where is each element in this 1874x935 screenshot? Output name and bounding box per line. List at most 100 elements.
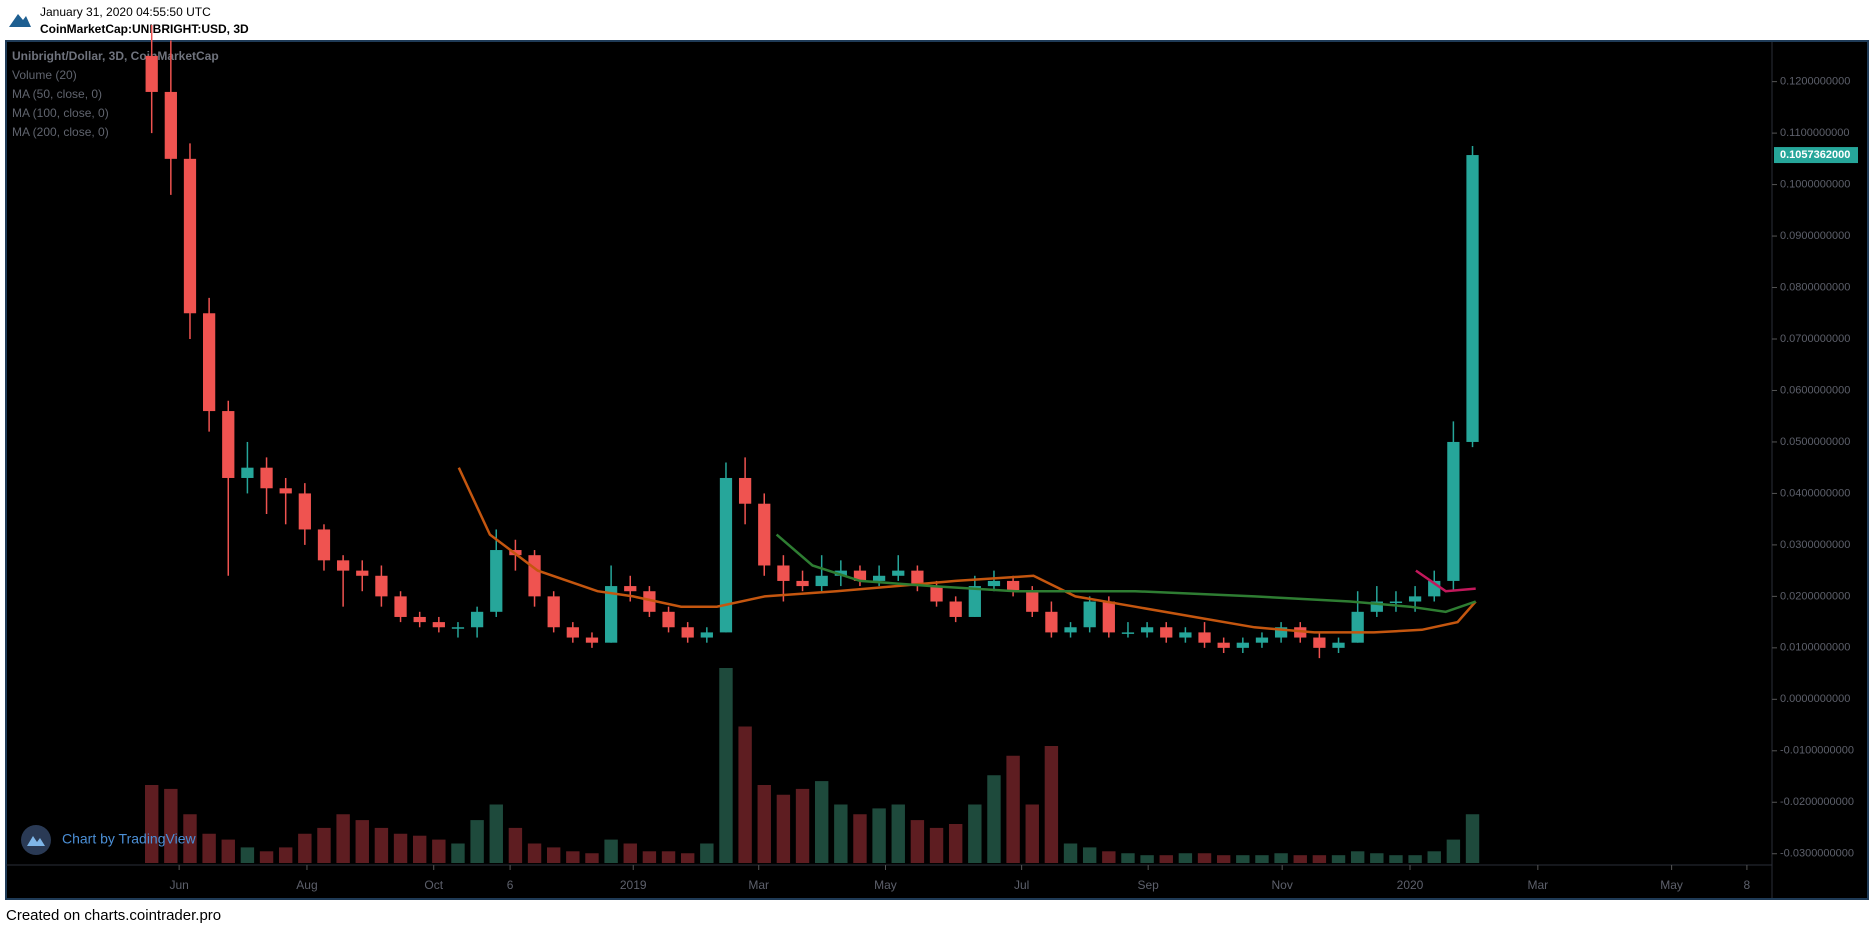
symbol: CoinMarketCap:UNIBRIGHT:USD, 3D (40, 22, 249, 36)
candle-body (1179, 632, 1192, 638)
candle-body (930, 586, 943, 602)
volume-bar (1408, 855, 1422, 863)
candle-body (1370, 601, 1383, 612)
volume-bar (489, 804, 503, 863)
candle-body (375, 575, 388, 597)
volume-bar (929, 827, 944, 863)
moving-average (457, 467, 1477, 634)
volume-bar (1121, 853, 1135, 863)
volume-bar (642, 851, 657, 863)
candle-body (1332, 642, 1345, 648)
candle-body (1274, 627, 1288, 638)
candle-body (1026, 591, 1039, 612)
volume-bar (1102, 851, 1116, 863)
volume-bar (1389, 855, 1403, 863)
candle-body (1083, 601, 1096, 628)
volume-bar (585, 853, 599, 863)
branding-text[interactable]: Chart by TradingView (62, 831, 196, 847)
volume-bar (834, 804, 848, 863)
candle-body (911, 570, 924, 587)
volume-bar (814, 781, 829, 863)
candle-body (624, 586, 637, 592)
candle-body (1351, 611, 1364, 643)
volume-bar (298, 833, 312, 863)
volume-bar (623, 843, 637, 863)
timestamp: January 31, 2020 04:55:50 UTC (40, 5, 211, 19)
volume-bar (987, 775, 1001, 863)
y-tick-label: 0.0100000000 (1780, 642, 1850, 654)
x-tick-label: 2020 (1397, 878, 1424, 892)
candle-body (815, 575, 828, 587)
volume-bar (451, 843, 465, 863)
volume-bar (872, 808, 886, 863)
candle-body (470, 611, 484, 628)
x-tick-label: Mar (748, 878, 769, 892)
volume-bar (604, 839, 618, 863)
candle-body (279, 488, 292, 494)
x-tick-label: 6 (507, 878, 514, 892)
x-tick-label: May (874, 878, 897, 892)
y-tick-label: 0.0200000000 (1780, 590, 1850, 602)
branding (21, 825, 51, 855)
plot: Unibright/Dollar, 3D, CoinMarketCap Volum… (12, 25, 1858, 892)
y-tick-label: 0.0300000000 (1780, 539, 1850, 551)
candle-body (298, 493, 311, 530)
volume-bar (1159, 855, 1173, 863)
footer: Created on charts.cointrader.pro (6, 907, 221, 924)
candle-body (336, 560, 350, 571)
volume-bar (1197, 853, 1212, 863)
volume-bar (336, 814, 350, 863)
volume-bar (1446, 839, 1461, 863)
candle-body (1006, 580, 1020, 592)
candle-body (968, 586, 981, 617)
y-tick-label: 0.0400000000 (1780, 487, 1850, 499)
volume-bar (1063, 843, 1078, 863)
candle-body (585, 637, 599, 643)
volume-bar (719, 668, 733, 863)
volume-bar (661, 851, 676, 863)
candle-body (719, 477, 733, 633)
candle-body (1447, 441, 1460, 581)
volume-bar (948, 824, 963, 863)
candle-body (758, 503, 771, 566)
candle-body (1140, 627, 1154, 633)
x-tick-label: Oct (424, 878, 443, 892)
volume-bar (1025, 804, 1039, 863)
candle-body (183, 158, 197, 314)
y-tick-label: -0.0300000000 (1780, 848, 1854, 860)
volume-bar (164, 788, 178, 863)
candle-body (681, 627, 694, 638)
candle-body (700, 632, 713, 638)
candle-body (490, 550, 503, 612)
x-tick-label: Aug (296, 878, 317, 892)
candle-body (1217, 642, 1230, 648)
volume-bar (1216, 855, 1231, 863)
chart-frame (5, 40, 1869, 900)
candle-body (987, 580, 1001, 587)
volume-bar (1178, 853, 1193, 863)
y-tick-label: 0.1100000000 (1780, 127, 1850, 139)
candle-body (604, 586, 618, 643)
volume-bar (1236, 855, 1250, 863)
candle-body (1466, 155, 1479, 442)
volume-bar (508, 827, 523, 863)
volume-bar (1274, 853, 1288, 863)
candle-body (566, 627, 579, 638)
y-tick-label: -0.0100000000 (1780, 745, 1854, 757)
volume-bar (566, 851, 580, 863)
volume-bar (144, 785, 159, 863)
candle-body (777, 565, 790, 581)
y-tick-label: 0.0500000000 (1780, 436, 1850, 448)
y-tick-label: 0.0000000000 (1780, 693, 1850, 705)
volume-bar (412, 835, 427, 863)
x-tick-label: Mar (1527, 878, 1548, 892)
volume-bar (240, 847, 255, 863)
volume-bar (1331, 855, 1346, 863)
candle-body (145, 55, 158, 92)
candle-body (432, 622, 445, 628)
candle-body (164, 91, 177, 159)
volume-bar (1082, 847, 1097, 863)
candle-body (1045, 611, 1058, 633)
volume-bar (757, 785, 771, 863)
